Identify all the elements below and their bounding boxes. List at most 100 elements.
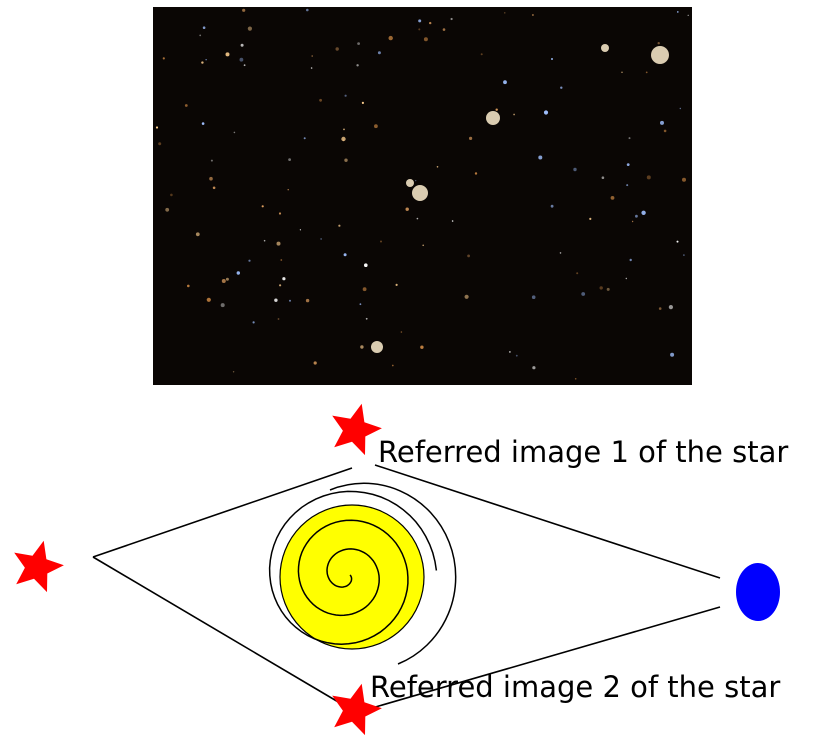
field-star [201,61,203,63]
field-star [680,108,681,109]
field-star [277,242,281,246]
field-star [509,351,511,353]
field-star [221,303,225,307]
field-star [314,361,317,364]
field-star [626,184,628,186]
diagram: Referred image 1 of the star Referred im… [0,0,839,739]
field-star [282,277,285,280]
field-star [288,189,289,190]
field-star [670,353,674,357]
field-star [406,208,409,211]
field-star [226,52,230,56]
field-star [560,87,562,89]
field-star [576,272,578,274]
star-source [14,541,64,592]
field-star [279,212,281,214]
field-star [209,177,213,181]
field-star [451,18,453,20]
field-star [632,221,633,222]
field-star [392,365,394,367]
field-star [207,298,211,302]
field-star [233,371,234,372]
field-star [630,259,632,261]
field-star [646,72,648,74]
field-star [532,14,534,16]
field-star [338,225,340,227]
field-star [364,263,368,267]
label-image-2: Referred image 2 of the star [370,670,780,704]
field-star [496,109,498,111]
label-image-1: Referred image 1 of the star [378,435,788,469]
field-star [660,121,664,125]
field-star [420,346,423,349]
field-star [465,295,469,299]
field-star [627,163,630,166]
field-star [274,299,277,302]
field-star [319,99,322,102]
field-star [248,27,252,31]
field-star [158,142,161,145]
field-star [417,218,419,220]
field-star [187,285,190,288]
field-star [165,208,169,212]
field-star [306,299,309,302]
field-star [467,255,470,258]
field-star [300,229,301,230]
field-star [551,58,553,60]
field-star [437,166,439,168]
field-star [389,36,393,40]
field-star [396,284,398,286]
field-star [600,286,603,289]
field-star [363,287,367,291]
field-star [621,72,622,73]
field-star [683,254,685,256]
field-star [196,232,200,236]
field-star [611,196,615,200]
field-star [241,44,244,47]
field-star [170,194,173,197]
field-star [677,241,679,243]
field-star [516,355,518,357]
field-star [244,64,246,66]
field-star [475,172,477,174]
field-star [647,175,651,179]
field-star [336,47,339,50]
field-star [422,245,424,247]
bright-galaxy [486,111,500,125]
field-star [658,42,660,44]
field-star [280,259,282,261]
field-star [452,220,454,222]
field-star [341,137,345,141]
field-star [213,187,216,190]
field-star [206,59,207,60]
field-star [262,205,264,207]
field-star [607,288,610,291]
field-star [401,331,403,333]
field-star [163,57,165,59]
field-star [532,366,535,369]
field-star [629,137,631,139]
field-star [356,64,358,66]
field-star [343,129,345,131]
field-star [581,292,585,296]
field-star [418,28,420,30]
field-star [538,156,542,160]
field-star [311,55,313,57]
field-star [504,12,505,13]
field-star [589,218,591,220]
field-star [306,9,309,12]
field-star [602,176,605,179]
field-star [575,378,577,380]
field-star [240,58,244,62]
field-star [443,28,446,31]
field-star [415,180,416,181]
field-star [203,26,206,29]
field-star [362,102,364,104]
field-star [199,35,201,37]
field-star [279,284,281,286]
bright-galaxy [412,185,428,201]
field-star [378,51,381,54]
path-line [375,465,720,578]
field-star [418,19,421,22]
field-star [503,80,507,84]
